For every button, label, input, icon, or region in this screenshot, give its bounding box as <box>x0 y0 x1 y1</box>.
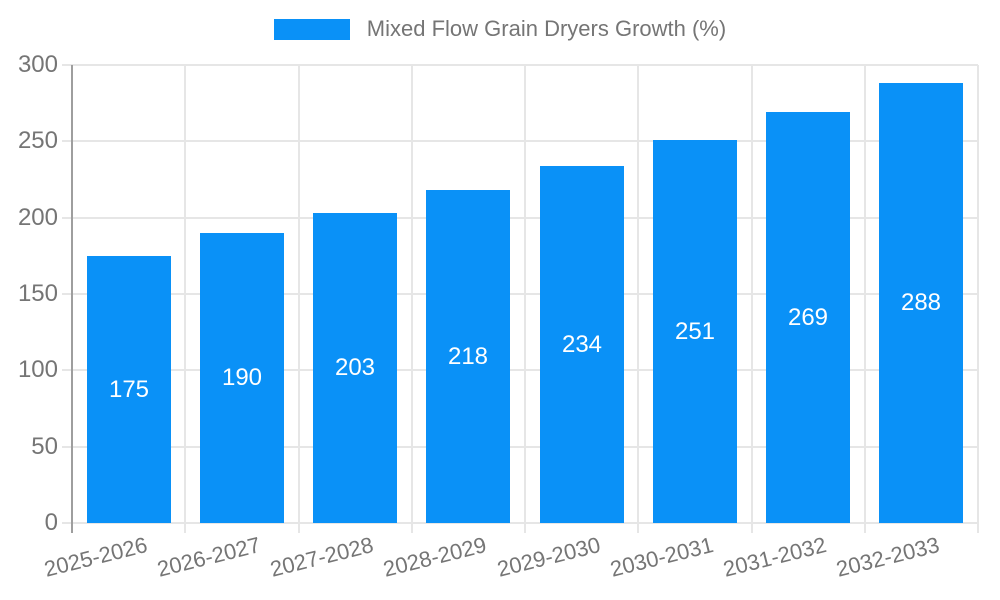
gridline-horizontal <box>62 522 978 524</box>
y-tick-label: 300 <box>17 51 58 78</box>
gridline-vertical <box>297 65 300 533</box>
y-tick-label: 0 <box>44 509 58 536</box>
gridline-vertical <box>524 65 526 533</box>
bar-value-label: 190 <box>221 364 263 391</box>
gridline-horizontal <box>62 64 978 66</box>
y-tick-label: 50 <box>31 432 58 460</box>
bar[interactable]: 203 <box>313 213 397 523</box>
bar-value-label: 251 <box>674 318 716 345</box>
gridline-horizontal <box>62 445 978 448</box>
bar-value-label: 269 <box>787 304 829 331</box>
bar[interactable]: 175 <box>87 256 171 523</box>
bar-value-label: 218 <box>447 343 489 370</box>
y-tick-label: 200 <box>17 203 58 231</box>
y-tick-label: 150 <box>17 280 58 307</box>
bar-value-label: 203 <box>334 354 376 381</box>
legend-swatch <box>273 18 350 40</box>
gridline-vertical <box>410 65 413 533</box>
bar[interactable]: 234 <box>540 166 624 523</box>
bar-value-label: 175 <box>108 376 150 403</box>
bar[interactable]: 288 <box>879 83 963 523</box>
gridline-horizontal <box>62 140 978 143</box>
bar-value-label: 288 <box>900 289 942 316</box>
gridline-horizontal <box>62 293 978 295</box>
y-axis-line <box>71 65 73 533</box>
gridline-vertical <box>184 65 187 533</box>
y-tick-label: 250 <box>17 127 58 155</box>
bar[interactable]: 190 <box>200 233 284 523</box>
gridline-horizontal <box>62 216 978 219</box>
gridline-horizontal <box>62 369 978 372</box>
gridline-vertical <box>863 65 866 533</box>
gridline-vertical <box>637 65 640 533</box>
gridline-vertical <box>750 65 753 533</box>
bar[interactable]: 269 <box>766 112 850 523</box>
legend-label: Mixed Flow Grain Dryers Growth (%) <box>366 16 727 41</box>
bar-value-label: 234 <box>561 331 603 358</box>
legend[interactable]: Mixed Flow Grain Dryers Growth (%) <box>0 14 1000 44</box>
gridline-vertical <box>977 65 979 533</box>
bar[interactable]: 251 <box>653 140 737 523</box>
y-tick-label: 100 <box>17 356 58 384</box>
bar[interactable]: 218 <box>426 190 510 523</box>
